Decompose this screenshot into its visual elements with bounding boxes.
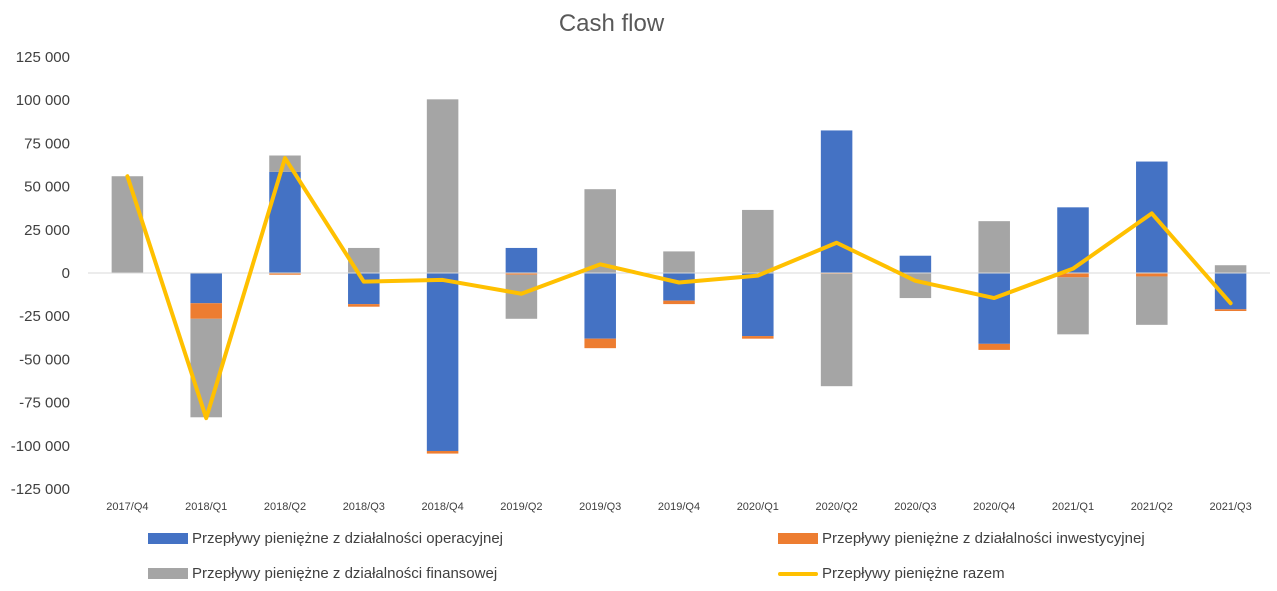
x-tick-label: 2018/Q4 xyxy=(421,501,463,513)
bar-financing-2019-Q4 xyxy=(663,251,695,273)
bar-investing-2021-Q2 xyxy=(1136,273,1168,277)
bar-investing-2018-Q1 xyxy=(190,303,222,319)
bar-financing-2019-Q3 xyxy=(584,189,616,273)
x-tick-label: 2020/Q4 xyxy=(973,501,1015,513)
y-tick-label: 0 xyxy=(62,265,70,282)
y-axis: 125 000 100 000 75 000 50 000 25 000 0 -25 000… xyxy=(11,49,70,498)
y-tick-label: -50 000 xyxy=(19,351,70,368)
bar-investing-2019-Q4 xyxy=(663,300,695,305)
legend-swatch-total xyxy=(778,571,818,576)
bar-financing-2019-Q2 xyxy=(505,274,538,319)
y-tick-label: 50 000 xyxy=(24,179,70,196)
x-tick-label: 2019/Q4 xyxy=(658,501,700,513)
bar-financing-2020-Q2 xyxy=(820,273,853,387)
y-tick-label: 75 000 xyxy=(24,135,70,152)
bar-investing-2021-Q3 xyxy=(1214,309,1247,312)
bar-operating-2019-Q4 xyxy=(663,273,695,301)
bar-financing-2018-Q1 xyxy=(190,318,222,418)
chart-title: Cash flow xyxy=(558,10,665,37)
bar-investing-2021-Q1 xyxy=(1057,273,1089,278)
total-line-layer xyxy=(125,156,1233,421)
x-tick-label: 2018/Q3 xyxy=(343,501,385,513)
legend-swatch-investing xyxy=(778,533,818,544)
bar-operating-2021-Q2 xyxy=(1136,161,1168,273)
x-axis: 2017/Q4 2018/Q1 2018/Q2 2018/Q3 2018/Q4 2019/… xyxy=(106,501,1251,513)
x-tick-label: 2021/Q2 xyxy=(1131,501,1173,513)
y-tick-label: 125 000 xyxy=(16,49,70,66)
legend-swatch-operating xyxy=(148,533,188,544)
x-tick-label: 2020/Q3 xyxy=(894,501,936,513)
bar-financing-2021-Q1 xyxy=(1057,277,1089,335)
x-tick-label: 2018/Q2 xyxy=(264,501,306,513)
bar-operating-2019-Q3 xyxy=(584,273,616,339)
x-tick-label: 2021/Q1 xyxy=(1052,501,1094,513)
bar-financing-2021-Q3 xyxy=(1214,265,1247,273)
bar-investing-2019-Q2 xyxy=(505,273,538,275)
bar-operating-2020-Q2 xyxy=(820,130,853,273)
x-tick-label: 2020/Q2 xyxy=(815,501,857,513)
bar-operating-2018-Q3 xyxy=(348,273,380,305)
y-tick-label: -125 000 xyxy=(11,481,70,498)
legend-label-financing: Przepływy pieniężne z działalności finan… xyxy=(192,565,498,582)
legend-item-operating: Przepływy pieniężne z działalności opera… xyxy=(148,530,503,547)
bar-financing-2018-Q4 xyxy=(426,99,459,273)
legend-item-investing: Przepływy pieniężne z działalności inwes… xyxy=(778,530,1145,547)
bar-investing-2018-Q2 xyxy=(269,273,301,275)
bar-financing-2018-Q3 xyxy=(348,247,380,273)
bar-financing-2021-Q2 xyxy=(1136,276,1168,325)
y-tick-label: 25 000 xyxy=(24,222,70,239)
cash-flow-chart: 125 000 100 000 75 000 50 000 25 000 0 -25 000… xyxy=(11,49,1270,513)
legend-label-operating: Przepływy pieniężne z działalności opera… xyxy=(192,530,503,547)
y-tick-label: 100 000 xyxy=(16,92,70,109)
bar-operating-2020-Q3 xyxy=(899,255,932,273)
x-tick-label: 2017/Q4 xyxy=(106,501,148,513)
y-tick-label: -25 000 xyxy=(19,308,70,325)
bar-financing-2020-Q1 xyxy=(742,209,774,273)
bar-investing-2020-Q1 xyxy=(742,336,774,339)
bars-layer xyxy=(111,99,1247,454)
bar-investing-2018-Q3 xyxy=(348,304,380,307)
legend-swatch-financing xyxy=(148,568,188,579)
bar-operating-2018-Q2 xyxy=(269,171,301,273)
y-tick-label: -100 000 xyxy=(11,438,70,455)
bar-investing-2018-Q4 xyxy=(426,450,459,454)
bar-financing-2020-Q4 xyxy=(978,221,1010,273)
legend-label-investing: Przepływy pieniężne z działalności inwes… xyxy=(822,530,1145,547)
x-tick-label: 2021/Q3 xyxy=(1209,501,1251,513)
bar-investing-2019-Q3 xyxy=(584,338,616,349)
bar-operating-2018-Q1 xyxy=(190,273,222,304)
y-tick-label: -75 000 xyxy=(19,395,70,412)
x-tick-label: 2020/Q1 xyxy=(737,501,779,513)
bar-investing-2020-Q4 xyxy=(978,343,1010,350)
legend-item-total: Przepływy pieniężne razem xyxy=(778,565,1005,582)
x-tick-label: 2019/Q3 xyxy=(579,501,621,513)
bar-operating-2020-Q4 xyxy=(978,273,1010,344)
bar-operating-2018-Q4 xyxy=(426,273,459,451)
legend-item-financing: Przepływy pieniężne z działalności finan… xyxy=(148,565,497,582)
bar-operating-2019-Q2 xyxy=(505,247,538,273)
x-tick-label: 2018/Q1 xyxy=(185,501,227,513)
legend-label-total: Przepływy pieniężne razem xyxy=(822,565,1005,582)
bar-financing-2017-Q4 xyxy=(111,176,144,273)
x-tick-label: 2019/Q2 xyxy=(500,501,542,513)
bar-operating-2020-Q1 xyxy=(742,273,774,337)
